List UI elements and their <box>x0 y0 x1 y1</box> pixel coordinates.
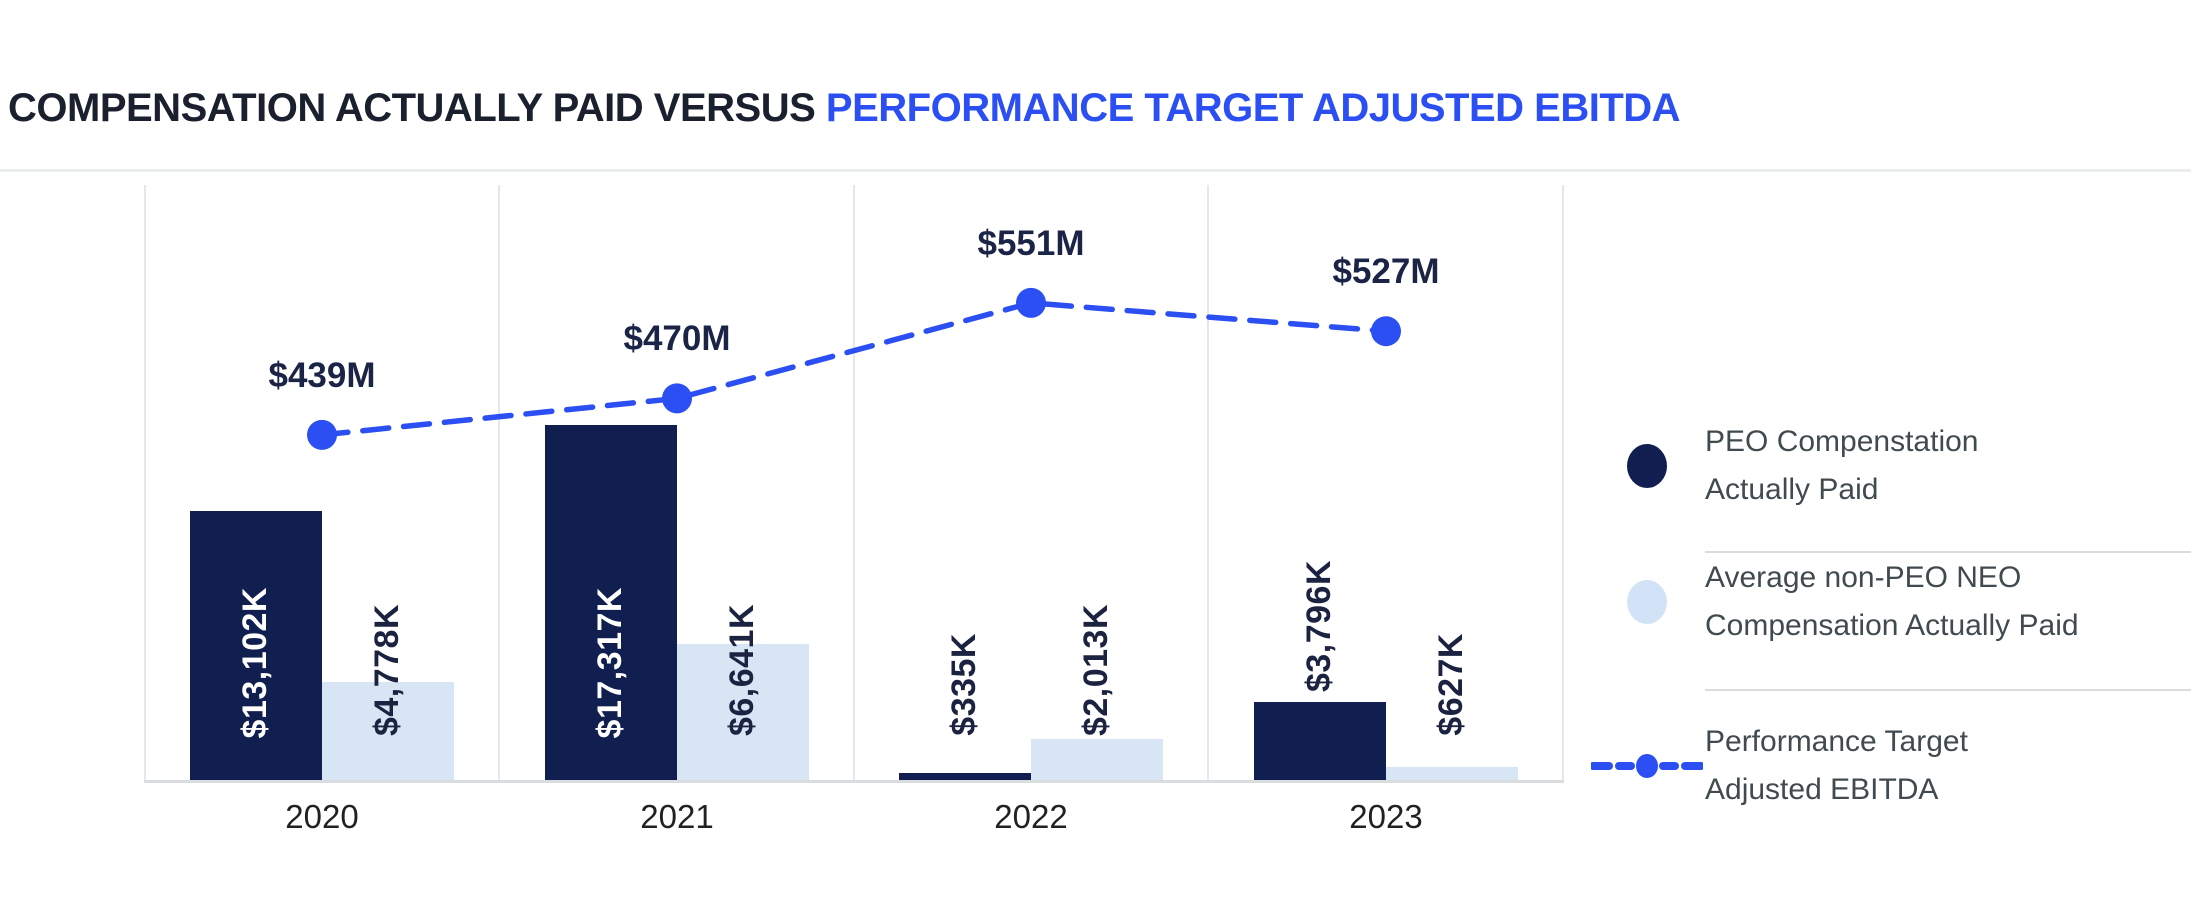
neo-bar <box>1031 738 1163 780</box>
ebitda-value: $439M <box>268 355 376 395</box>
year-panel-2023: $3,796K $627K $527M 2023 <box>1209 185 1563 835</box>
peo-bar <box>1254 702 1386 780</box>
peo-bar <box>190 511 322 780</box>
legend-label: Average non-PEO NEO Compensation Actuall… <box>1705 554 2079 650</box>
legend-divider <box>1705 551 2191 553</box>
dark-circle-icon <box>1626 444 1667 488</box>
peo-bar-value: $13,102K <box>236 586 274 738</box>
neo-bar-value: $2,013K <box>1077 603 1115 736</box>
legend-item-ebitda: Performance Target Adjusted EBITDA <box>1588 718 2191 814</box>
neo-swatch-icon <box>1588 580 1705 624</box>
dashed-line-dot-icon <box>1590 754 1703 778</box>
title-blue-part: PERFORMANCE TARGET ADJUSTED EBITDA <box>825 86 1681 130</box>
peo-swatch-icon <box>1588 444 1705 488</box>
panel-gridline <box>498 185 500 781</box>
legend-label-line2: Adjusted EBITDA <box>1705 773 1939 806</box>
title-dark-part: COMPENSATION ACTUALLY PAID VERSUS <box>8 86 816 130</box>
peo-bar-value: $335K <box>945 633 983 736</box>
panel-gridline <box>853 185 855 781</box>
neo-bar-value: $6,641K <box>723 603 761 736</box>
legend-item-neo: Average non-PEO NEO Compensation Actuall… <box>1588 554 2191 650</box>
legend-label-line1: Average non-PEO NEO <box>1705 561 2022 594</box>
panel-gridline <box>144 185 146 781</box>
neo-bar-value: $627K <box>1432 633 1470 736</box>
x-tick-label: 2021 <box>640 798 714 835</box>
panel-gridline <box>1562 185 1564 781</box>
peo-bar <box>545 425 677 780</box>
light-circle-icon <box>1626 580 1667 624</box>
neo-bar <box>322 682 454 780</box>
legend-label-line1: PEO Compenstation <box>1705 425 1979 458</box>
legend-label-line1: Performance Target <box>1705 725 1968 758</box>
x-axis-baseline <box>144 780 1564 783</box>
neo-bar-value: $4,778K <box>368 603 406 736</box>
ebitda-value: $470M <box>623 319 731 359</box>
legend-label: PEO Compenstation Actually Paid <box>1705 418 1978 514</box>
peo-bar-value: $3,796K <box>1300 560 1338 693</box>
ebitda-value: $527M <box>1332 252 1440 292</box>
peo-bar <box>899 773 1031 780</box>
legend-label-line2: Actually Paid <box>1705 473 1879 506</box>
panel-gridline <box>1207 185 1209 781</box>
title-divider <box>0 169 2191 172</box>
legend-item-peo: PEO Compenstation Actually Paid <box>1588 418 2191 514</box>
year-panel-2022: $335K $2,013K $551M 2022 <box>854 185 1208 835</box>
x-tick-label: 2022 <box>994 798 1068 835</box>
ebitda-swatch-icon <box>1588 753 1705 779</box>
x-tick-label: 2023 <box>1349 798 1423 835</box>
legend-label: Performance Target Adjusted EBITDA <box>1705 718 1968 814</box>
year-panel-2021: $17,317K $6,641K $470M 2021 <box>500 185 854 835</box>
x-tick-label: 2020 <box>285 798 359 835</box>
neo-bar <box>677 643 809 780</box>
neo-bar <box>1386 767 1518 780</box>
legend-divider <box>1705 689 2191 691</box>
year-panel-2020: $13,102K $4,778K $439M 2020 <box>145 185 499 835</box>
page-title: COMPENSATION ACTUALLY PAID VERSUS PERFOR… <box>8 86 1681 130</box>
legend-label-line2: Compensation Actually Paid <box>1705 609 2079 642</box>
peo-bar-value: $17,317K <box>591 586 629 738</box>
ebitda-value: $551M <box>977 223 1085 263</box>
